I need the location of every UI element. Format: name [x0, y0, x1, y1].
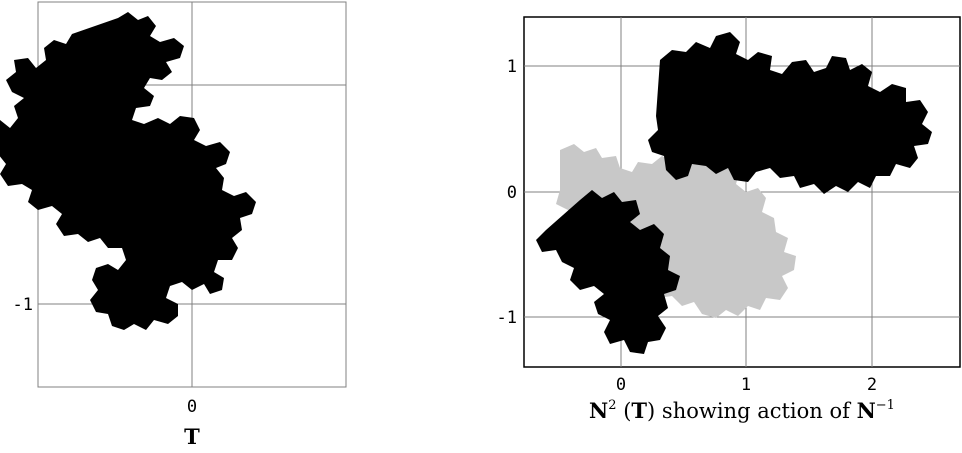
left-plot [0, 1, 347, 388]
right-y-tick-0: 0 [507, 183, 517, 203]
right-x-tick-2: 2 [867, 375, 877, 395]
caption-sym-n2: N [857, 398, 876, 423]
right-y-tick-minus1: -1 [497, 308, 517, 328]
left-y-tick-0: 0 [23, 76, 33, 96]
left-x-tick-0: 0 [187, 397, 197, 417]
caption-sup-minus1: −1 [876, 398, 895, 413]
left-y-tick-minus1: -1 [13, 295, 33, 315]
right-y-tick-1: 1 [507, 57, 517, 77]
caption-open: ( [617, 399, 632, 423]
right-x-tick-1: 1 [741, 375, 751, 395]
right-plot [523, 16, 961, 368]
caption-sym-n: N [589, 398, 608, 423]
caption-mid: ) showing action of [647, 399, 857, 423]
right-x-tick-0: 0 [616, 375, 626, 395]
caption-sym-t: T [631, 398, 647, 423]
right-caption: N2 (T) showing action of N−1 [589, 398, 895, 423]
caption-sup-2: 2 [608, 398, 616, 413]
left-caption: T [184, 424, 200, 449]
